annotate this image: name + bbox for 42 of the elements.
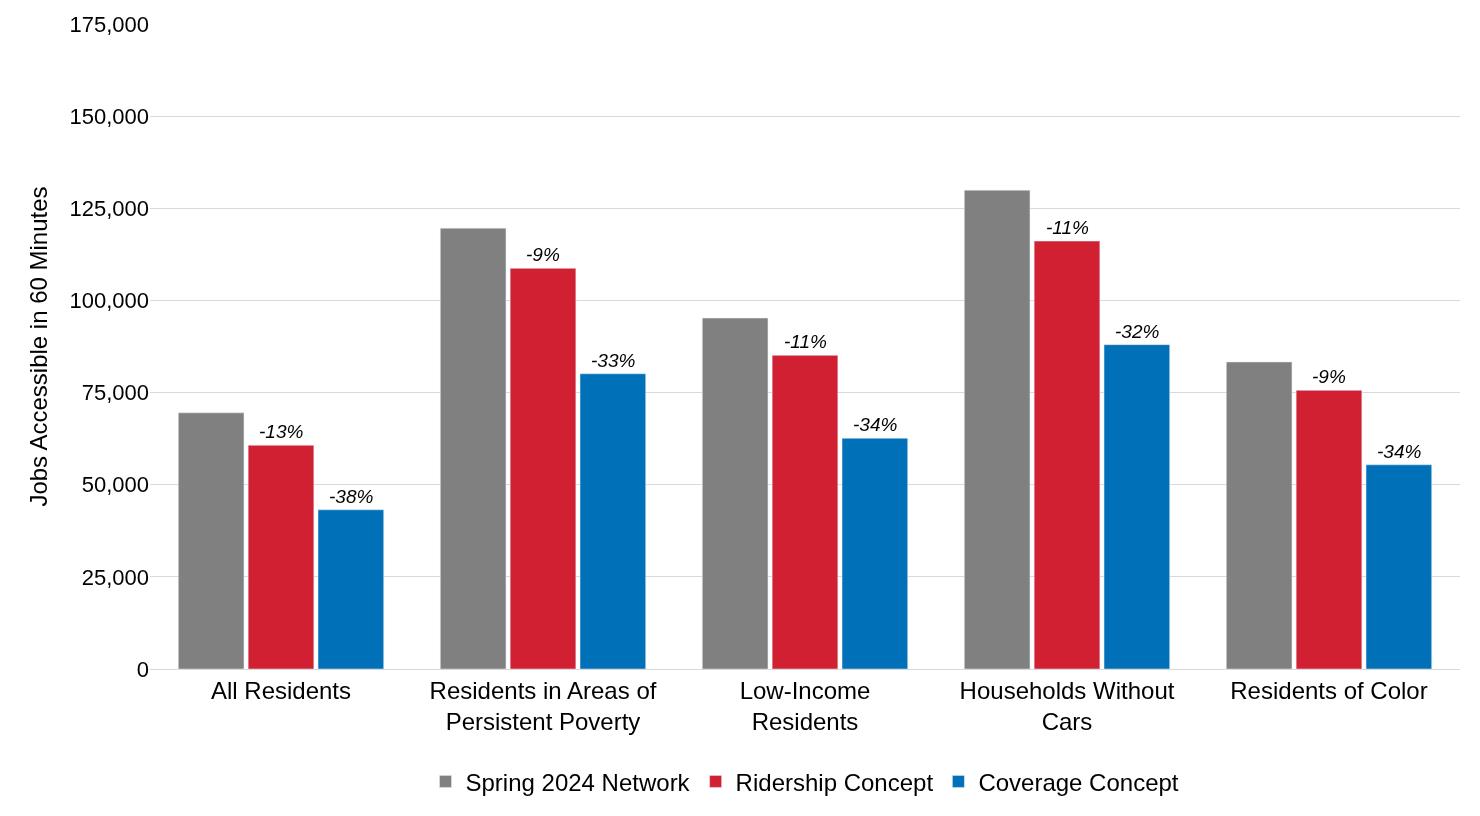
annotation: -9% [1312, 366, 1346, 387]
y-tick-label: 0 [136, 656, 149, 682]
x-tick-label: Low-Income Residents [739, 676, 871, 735]
bar [1365, 464, 1432, 669]
annotation: -32% [1115, 321, 1160, 342]
x-tick-label: Residents of Color [1230, 676, 1428, 704]
y-tick-label: 150,000 [69, 103, 149, 129]
bar [1295, 390, 1363, 669]
bar [440, 227, 507, 669]
bar [247, 445, 315, 669]
y-tick-label: 50,000 [81, 472, 149, 498]
bar [579, 373, 646, 669]
legend-label: Ridership Concept [735, 768, 934, 796]
annotation: -38% [329, 486, 374, 507]
legend-label: Coverage Concept [978, 768, 1179, 796]
bar [771, 355, 839, 669]
annotation: -11% [784, 331, 828, 352]
annotation: -34% [853, 414, 898, 435]
bar [702, 317, 769, 669]
y-tick-label: 100,000 [69, 288, 149, 314]
bar [1103, 344, 1170, 669]
y-axis-title: Jobs Accessible in 60 Minutes [24, 186, 52, 507]
annotation: -34% [1377, 441, 1422, 462]
annotation: -11% [1046, 217, 1090, 238]
bar [964, 189, 1031, 669]
y-tick-label: 175,000 [69, 11, 149, 37]
bar [509, 268, 577, 669]
x-tick-label: Residents in Areas of Persistent Poverty [429, 676, 657, 735]
y-tick-label: 25,000 [81, 564, 149, 590]
annotation: -13% [259, 421, 304, 442]
bar [317, 509, 384, 669]
y-tick-label: 125,000 [69, 195, 149, 221]
annotation: -33% [591, 350, 636, 371]
y-tick-label: 75,000 [81, 380, 149, 406]
bar [841, 438, 908, 669]
x-tick-label: All Residents [210, 676, 352, 704]
legend-label: Spring 2024 Network [465, 768, 691, 796]
annotation: -9% [526, 244, 560, 265]
bar [1226, 361, 1293, 669]
x-tick-label: Households Without Cars [959, 676, 1175, 735]
bar [1033, 240, 1101, 669]
bar [178, 412, 245, 669]
